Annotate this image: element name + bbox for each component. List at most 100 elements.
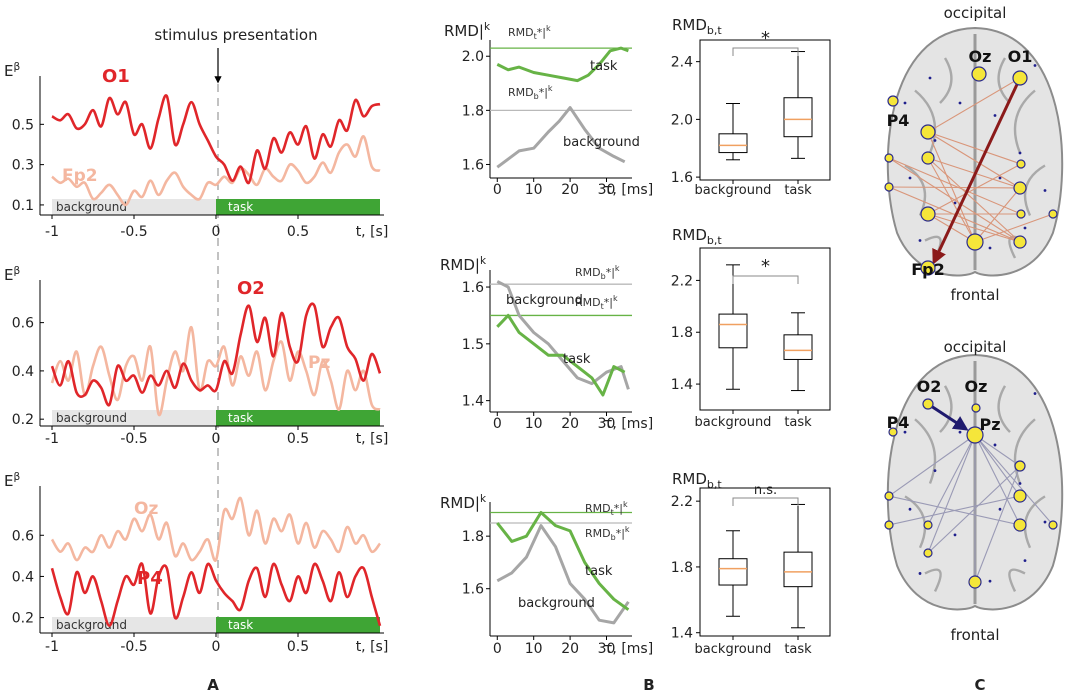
electrode-node <box>1012 70 1028 86</box>
electrode-node <box>920 124 936 140</box>
electrode-node <box>884 520 894 530</box>
electrode-dot <box>1033 392 1037 395</box>
task-period-label: task <box>228 618 253 632</box>
x-tick-label: -0.5 <box>120 639 147 655</box>
plot-frame <box>699 487 831 637</box>
box-background <box>718 558 748 586</box>
connection-edge <box>888 185 1021 191</box>
electrode-dot <box>928 76 932 80</box>
panel-label-a: A <box>207 676 219 694</box>
x-tick-label: -1 <box>45 224 59 240</box>
y-axis-label: RMDb,t <box>672 470 722 491</box>
connection-edge <box>974 465 1021 583</box>
x-tick-label: -1 <box>45 431 59 447</box>
panel-c1-brain-network: occipital frontal Oz O1 P4 Fp2 <box>884 4 1064 304</box>
electrode-dot <box>1023 226 1027 230</box>
connection-edge <box>888 157 1022 215</box>
connection-edge <box>888 157 1021 243</box>
x-axis-label: t, [s] <box>356 224 389 240</box>
task-period-bar <box>216 617 380 633</box>
panel-a2-eeg-traces: background task 0.2 0.4 0.6 -1 -0.5 0 0.5 t, [s] E… <box>4 265 388 447</box>
panel-b3-boxplot: 1.4 1.8 2.2 RMDb,t background task n.s. <box>671 470 831 657</box>
brain-sulcus <box>904 495 927 549</box>
series-label-Pz: Pz <box>308 353 330 373</box>
series-label-O2: O2 <box>237 278 265 299</box>
electrode-label-P4: P4 <box>887 413 910 432</box>
series-label-task: task <box>563 352 591 367</box>
brain-sulcus <box>1013 418 1036 484</box>
task-period-label: task <box>228 411 253 425</box>
electrode-node <box>1013 235 1027 249</box>
connection-edge <box>888 494 1021 526</box>
background-period-bar <box>52 199 216 215</box>
brain-sulcus <box>997 385 1011 433</box>
panel-b1-boxplot: 1.6 2.0 2.4 RMDb,t background task * <box>671 16 831 198</box>
panel-b2-rmd-lines: 1.4 1.5 1.6 0 10 20 30τ, [ms] RMD|k RMDb*|k RMDt*… <box>440 255 653 432</box>
panel-a1-eeg-traces: background task 0.1 0.3 0.5 -1 -0.5 0 0.5 t, [s] E… <box>4 61 388 240</box>
x-tick-label: 0 <box>493 182 502 198</box>
series-line-task <box>496 46 629 83</box>
connection-edge <box>927 157 976 243</box>
brain-sulcus <box>939 385 953 433</box>
series-line-P4 <box>50 562 382 628</box>
panel-b1-rmd-lines: 1.6 1.8 2.0 0 10 20 30τ, [ms] RMD|k RMDt*|k RMDb*… <box>444 21 653 198</box>
significance-marker: n.s. <box>754 483 777 498</box>
x-tick-label: task <box>784 642 812 657</box>
series-line-task <box>496 313 626 397</box>
x-tick-label: background <box>695 642 772 657</box>
brain-top-label: occipital <box>944 4 1007 22</box>
electrode-node <box>1013 518 1027 532</box>
electrode-dot <box>903 101 907 105</box>
y-tick-label: 1.4 <box>671 626 693 642</box>
y-tick-label: 0.2 <box>12 412 34 428</box>
y-tick-label: 1.6 <box>462 582 484 598</box>
connection-edge <box>927 77 1021 133</box>
x-tick-label: task <box>784 183 812 198</box>
brain-sulcus <box>997 57 1011 104</box>
connection-edge <box>927 213 1021 244</box>
y-axis-label: RMDb,t <box>672 226 722 247</box>
electrode-dot <box>918 239 922 242</box>
brain-bottom-label: frontal <box>950 286 999 304</box>
x-axis-label: τ, [ms] <box>604 416 653 432</box>
background-period-label: background <box>56 200 127 214</box>
brain-sulcus <box>1013 89 1036 154</box>
x-tick-label: 0 <box>212 639 221 655</box>
y-axis-label: Eβ <box>4 61 20 80</box>
x-tick-label: background <box>695 415 772 430</box>
x-tick-label: background <box>695 183 772 198</box>
task-period-bar <box>216 199 380 215</box>
connection-edge <box>927 163 1022 215</box>
panel-b2-boxplot: 1.4 1.8 2.2 RMDb,t background task * <box>671 226 831 430</box>
electrode-dot <box>1023 559 1027 562</box>
background-period-label: background <box>56 411 127 425</box>
x-tick-label: 30 <box>598 182 616 198</box>
x-axis-label: τ, [ms] <box>604 641 653 657</box>
series-label-Fp2: Fp2 <box>62 166 98 186</box>
y-axis-label: RMDb,t <box>672 16 722 37</box>
y-tick-label: 2.0 <box>462 49 484 65</box>
plot-frame <box>699 247 831 411</box>
x-tick-label: 0.5 <box>287 224 309 240</box>
brain-sulcus <box>939 57 953 104</box>
box-background <box>718 313 748 349</box>
electrode-dot <box>998 176 1002 180</box>
electrode-dot <box>908 176 912 180</box>
x-tick-label: -0.5 <box>120 224 147 240</box>
significance-bracket <box>732 275 799 284</box>
significance-bracket <box>732 497 799 506</box>
x-tick-label: 30 <box>598 416 616 432</box>
box-task <box>783 334 813 360</box>
electrode-node <box>966 426 984 444</box>
electrode-dot <box>988 246 992 250</box>
background-period-bar <box>52 617 216 633</box>
x-tick-label: 0 <box>493 641 502 657</box>
series-line-Pz <box>50 326 381 417</box>
electrode-dot <box>933 469 937 473</box>
connection-edge <box>974 213 1054 243</box>
x-tick-label: 0 <box>493 416 502 432</box>
connection-edge <box>974 434 1021 467</box>
connection-edge <box>888 434 976 497</box>
electrode-dot <box>988 579 992 583</box>
series-label-P4: P4 <box>137 568 163 589</box>
